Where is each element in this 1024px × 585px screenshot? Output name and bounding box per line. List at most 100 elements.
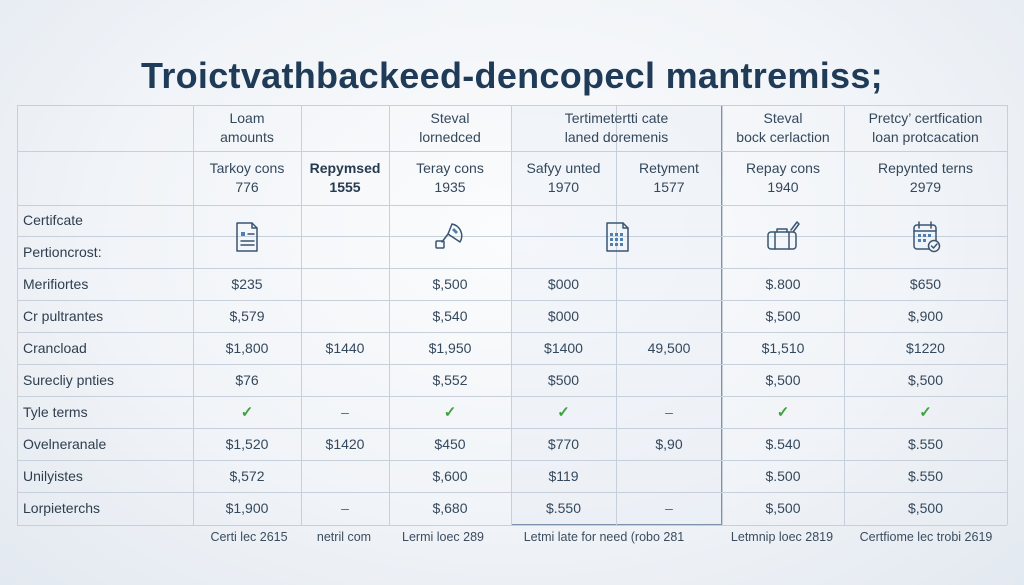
- header-subcell: Repynted terns 2979: [878, 160, 973, 195]
- table-cell: –: [665, 500, 673, 516]
- grid-hline: [17, 236, 1007, 237]
- grid-hline: [17, 300, 1007, 301]
- table-cell: $,680: [432, 500, 468, 516]
- table-cell: –: [665, 403, 673, 420]
- header-subcell: Teray cons 1935: [416, 160, 484, 195]
- header-subcell: Repay cons 1940: [746, 160, 820, 195]
- table-cell: $000: [547, 307, 580, 324]
- header-subcell: Repymsed 1555: [309, 160, 381, 195]
- table-cell: $,500: [765, 371, 801, 388]
- grid-vline: [722, 105, 723, 525]
- footer-note: Certi lec 2615: [210, 530, 288, 544]
- table-cell: $650: [909, 275, 942, 292]
- grid-hline: [17, 332, 1007, 333]
- table-cell: [616, 364, 722, 396]
- comparison-table: Loam amounts Steval lornedced Tertimetertt…: [17, 105, 1008, 526]
- table-cell: $,600: [432, 467, 468, 484]
- table-cell: $76: [235, 371, 259, 388]
- header-cell: Tertimetertti cate laned doremenis: [564, 110, 669, 145]
- table-cell: $,900: [907, 307, 944, 324]
- table-cell: $,500: [765, 500, 801, 516]
- briefcase-icon: [722, 205, 844, 268]
- table-cell: $1400: [544, 339, 583, 356]
- table-cell: $1,520: [225, 435, 269, 452]
- table-cell: $500: [547, 371, 580, 388]
- row-label: Tyle terms: [23, 403, 88, 420]
- table-cell: $1440: [325, 339, 365, 356]
- grid-vline: [193, 105, 194, 525]
- table-cell: –: [341, 403, 349, 420]
- table-cell: $.540: [765, 435, 801, 452]
- check-icon: ✓: [443, 403, 457, 421]
- table-cell: $119: [548, 467, 579, 484]
- table-cell: $1420: [325, 435, 365, 452]
- table-cell: $.550: [545, 500, 582, 516]
- table-cell: $1,510: [761, 339, 805, 356]
- footer-note: Letmnip loec 2819: [730, 530, 834, 544]
- table-cell: $.550: [907, 435, 944, 452]
- table-cell: $,572: [229, 467, 265, 484]
- grid-hline: [17, 364, 1007, 365]
- grid-vline: [17, 105, 18, 525]
- check-icon: ✓: [776, 403, 790, 421]
- table-cell: $,579: [229, 307, 265, 324]
- header-cell: Loam amounts: [220, 110, 274, 145]
- grid-vline: [616, 105, 617, 525]
- table-cell: [301, 300, 389, 332]
- grid-hline: [17, 151, 1007, 152]
- header-cell: Pretcy’ certfication loan protcacation: [868, 110, 983, 145]
- grid-vline: [1007, 105, 1008, 525]
- row-label: Merifiortes: [23, 275, 89, 292]
- table-cell: $1220: [906, 339, 945, 356]
- row-label: Certifcate: [23, 212, 83, 228]
- table-cell: $,500: [907, 371, 944, 388]
- table-cell: $.800: [765, 275, 801, 292]
- calendar-check-icon: [844, 205, 1007, 268]
- table-cell: [616, 268, 722, 300]
- grid-hline: [17, 396, 1007, 397]
- table-cell: $,500: [907, 500, 944, 516]
- calendar-grid-icon: [511, 205, 722, 268]
- grid-hline: [17, 268, 1007, 269]
- row-label: Crancload: [23, 339, 87, 356]
- header-subcell: Retyment 1577: [639, 160, 699, 195]
- table-cell: 49,500: [647, 339, 691, 356]
- footer-note: Certfiome lec trobi 2619: [859, 530, 993, 544]
- grid-vline: [511, 105, 512, 525]
- header-cell: Steval bock cerlaction: [736, 110, 830, 145]
- header-cell: Steval lornedced: [419, 110, 481, 145]
- table-cell: $000: [547, 275, 580, 292]
- table-cell: [301, 364, 389, 396]
- table-cell: $1,900: [225, 500, 269, 516]
- table-cell: [301, 268, 389, 300]
- table-cell: $.550: [907, 467, 944, 484]
- check-icon: ✓: [240, 403, 254, 421]
- grid-hline: [17, 492, 1007, 493]
- table-cell: $1,800: [225, 339, 269, 356]
- table-cell: [616, 300, 722, 332]
- table-cell: –: [341, 500, 349, 516]
- grid-vline: [301, 105, 302, 525]
- table-cell: $1,950: [428, 339, 472, 356]
- grid-hline: [17, 460, 1007, 461]
- row-label: Unilyistes: [23, 467, 83, 484]
- header-cell: [301, 105, 389, 151]
- footer-note: Letmi late for need (robo 281: [523, 530, 685, 544]
- table-cell: $450: [434, 435, 466, 452]
- row-label: Cr pultrantes: [23, 307, 104, 324]
- table-cell: $,90: [655, 435, 683, 452]
- check-icon: ✓: [557, 403, 570, 421]
- header-subcell: Safyy unted 1970: [526, 160, 601, 195]
- grid-hline: [17, 428, 1007, 429]
- check-icon: ✓: [919, 403, 932, 421]
- grid-vline: [389, 105, 390, 525]
- row-label: Ovelneranale: [23, 435, 107, 452]
- table-cell: $,540: [432, 307, 468, 324]
- table-cell: $235: [231, 275, 263, 292]
- table-cell: $770: [547, 435, 580, 452]
- table-cell: $,500: [765, 307, 801, 324]
- page-title: Troictvathbackeed-dencopecl mantremiss;: [141, 55, 883, 96]
- grid-hline: [17, 525, 1007, 526]
- header-subcell: Tarkoy cons 776: [209, 160, 285, 195]
- document-icon: [193, 205, 301, 268]
